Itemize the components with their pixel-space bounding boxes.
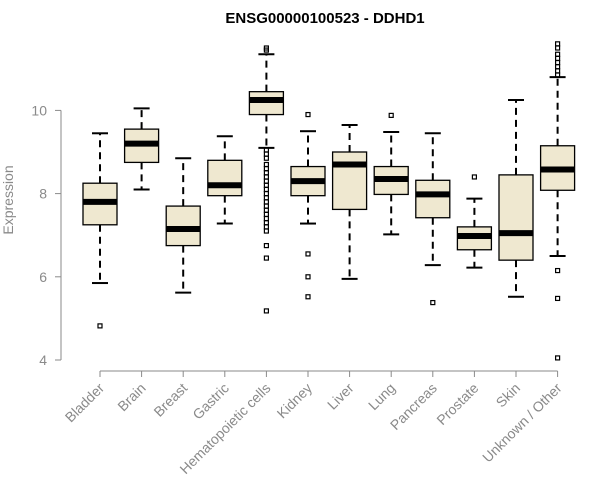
outlier-point [554, 41, 561, 47]
box-pancreas [415, 132, 451, 306]
x-tick-label: Skin [493, 380, 524, 411]
outlier-point [263, 195, 269, 201]
iqr-box [165, 205, 201, 247]
outlier-point [471, 174, 477, 180]
outlier-point [263, 255, 269, 261]
box-lung [373, 112, 409, 236]
y-tick-label: 4 [39, 352, 47, 368]
outlier-point [263, 166, 269, 172]
outlier-point [263, 45, 269, 51]
outlier-point [263, 203, 269, 209]
x-tick-label: Unknown / Other [479, 380, 565, 466]
box-skin [498, 99, 534, 298]
outlier-point [263, 308, 269, 314]
outlier-point [263, 186, 269, 193]
outlier-point [97, 323, 103, 329]
box-hematopoietic-cells [248, 45, 285, 314]
outlier-point [554, 55, 561, 62]
outlier-point [554, 45, 561, 51]
outlier-point [554, 267, 561, 274]
x-tick-label: Prostate [433, 380, 481, 428]
outlier-point [263, 199, 269, 205]
x-tick-label: Bladder [62, 380, 108, 426]
box-kidney [290, 111, 326, 300]
box-breast [165, 157, 201, 294]
outlier-point [305, 294, 311, 300]
outlier-point [263, 178, 269, 184]
x-tick-label: Lung [365, 380, 398, 413]
box-prostate [456, 174, 493, 269]
outlier-point [305, 251, 311, 257]
outlier-point [554, 295, 561, 302]
x-tick-label: Breast [150, 380, 190, 420]
outlier-point [388, 112, 394, 118]
outlier-point [554, 355, 561, 361]
outlier-point [554, 59, 561, 66]
outlier-point [554, 68, 561, 74]
chart-title: ENSG00000100523 - DDHD1 [225, 10, 424, 27]
iqr-box [207, 159, 243, 197]
outlier-point [263, 174, 269, 180]
outlier-point [263, 243, 269, 249]
outlier-point [263, 215, 269, 222]
y-axis: 4 6 8 10 [31, 102, 62, 368]
x-tick-label: Liver [324, 380, 357, 413]
box-bladder [82, 132, 118, 329]
outlier-point [263, 224, 269, 230]
outlier-point [263, 155, 269, 161]
x-tick-label: Brain [114, 380, 148, 414]
box-unknown-other [539, 41, 576, 361]
y-tick-label: 6 [39, 269, 47, 285]
iqr-box [498, 174, 534, 261]
iqr-box [331, 151, 368, 211]
outlier-point [263, 191, 269, 197]
outlier-point [554, 64, 561, 70]
boxes-group [82, 41, 576, 361]
y-tick-label: 10 [31, 102, 47, 118]
box-liver [331, 123, 368, 280]
outlier-point [430, 299, 436, 306]
outlier-point [305, 274, 311, 280]
outlier-point [263, 228, 269, 234]
box-brain [123, 107, 160, 191]
outlier-point [305, 111, 311, 118]
y-tick-label: 8 [39, 186, 47, 202]
outlier-point [263, 161, 269, 168]
outlier-point [263, 182, 269, 188]
outlier-point [554, 51, 561, 57]
outlier-point [263, 207, 269, 213]
iqr-box [415, 179, 451, 219]
outlier-point [263, 151, 269, 157]
box-gastric [207, 135, 243, 225]
outlier-point [263, 170, 269, 176]
iqr-box [248, 91, 285, 116]
outlier-point [554, 72, 561, 78]
outlier-point [263, 220, 269, 226]
y-axis-label: Expression [0, 165, 16, 234]
outlier-point [263, 211, 269, 217]
x-tick-label: Kidney [274, 380, 316, 422]
